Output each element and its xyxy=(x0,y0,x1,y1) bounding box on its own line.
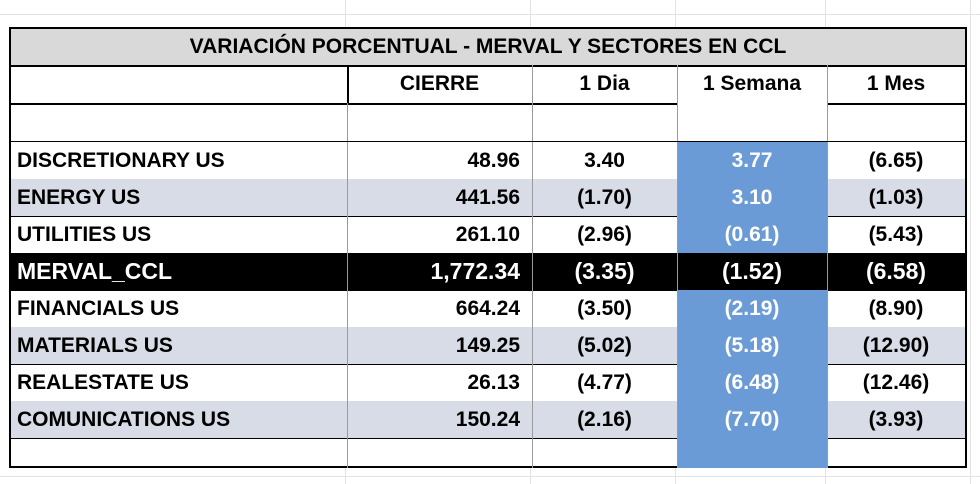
dia-value: (5.02) xyxy=(577,333,632,357)
dia-value: (2.96) xyxy=(577,222,632,246)
column-header-1-semana: 1 Semana xyxy=(702,72,802,95)
dia-value: 3.40 xyxy=(584,148,625,172)
mes-value: (6.65) xyxy=(868,148,924,172)
row-name: MATERIALS US xyxy=(17,333,173,357)
mes-value: (3.93) xyxy=(868,407,924,431)
header-empty-cell xyxy=(11,65,347,103)
mes-value: (12.90) xyxy=(862,333,930,357)
cierre-value: 48.96 xyxy=(467,148,520,172)
table-row: ENERGY US 441.56 (1.70) 3.10 (1.03) xyxy=(11,179,965,217)
row-name: REALESTATE US xyxy=(17,370,189,394)
table-row: MERVAL_CCL 1,772.34 (3.35) (1.52) (6.58) xyxy=(11,253,965,291)
table-row: MATERIALS US 149.25 (5.02) (5.18) (12.90) xyxy=(11,327,965,365)
semana-value: (5.18) xyxy=(677,327,827,364)
mes-value: (12.46) xyxy=(862,370,930,394)
cierre-value: 149.25 xyxy=(455,333,520,357)
semana-value: (0.61) xyxy=(677,216,827,253)
trailing-row xyxy=(11,431,965,468)
row-name: FINANCIALS US xyxy=(17,296,180,320)
spacer-row xyxy=(11,103,965,142)
semana-value: 3.77 xyxy=(677,142,827,179)
cierre-value: 441.56 xyxy=(455,185,520,209)
mes-value: (1.03) xyxy=(868,185,924,209)
cierre-value: 26.13 xyxy=(467,370,520,394)
table-row: DISCRETIONARY US 48.96 3.40 3.77 (6.65) xyxy=(11,142,965,180)
dia-value: (1.70) xyxy=(577,185,632,209)
semana-value: (6.48) xyxy=(677,364,827,401)
header-row: CIERRE 1 Dia 1 Semana 1 Mes xyxy=(11,65,965,105)
row-name: ENERGY US xyxy=(17,185,141,209)
semana-value: 3.10 xyxy=(677,179,827,216)
cierre-value: 261.10 xyxy=(455,222,520,246)
row-name: COMUNICATIONS US xyxy=(17,407,231,431)
row-name: DISCRETIONARY US xyxy=(17,148,225,172)
variation-table: VARIACIÓN PORCENTUAL - MERVAL Y SECTORES… xyxy=(9,27,967,468)
cierre-value: 150.24 xyxy=(455,407,520,431)
column-header-1-mes: 1 Mes xyxy=(866,72,926,95)
mes-value: (6.58) xyxy=(865,258,927,284)
semana-value: (1.52) xyxy=(677,253,827,290)
spacer-week-cell xyxy=(677,103,827,141)
cierre-value: 664.24 xyxy=(455,296,520,320)
table-row: UTILITIES US 261.10 (2.96) (0.61) (5.43) xyxy=(11,216,965,254)
column-header-cierre: CIERRE xyxy=(399,72,480,95)
mes-value: (5.43) xyxy=(868,222,924,246)
table-title: VARIACIÓN PORCENTUAL - MERVAL Y SECTORES… xyxy=(11,29,965,67)
dia-value: (4.77) xyxy=(577,370,632,394)
trailing-week-cell xyxy=(677,431,827,468)
dia-value: (3.35) xyxy=(574,258,635,284)
cierre-value: 1,772.34 xyxy=(430,258,520,284)
mes-value: (8.90) xyxy=(868,296,924,320)
row-name: MERVAL_CCL xyxy=(17,258,173,284)
column-header-1-dia: 1 Dia xyxy=(579,72,630,95)
table-row: REALESTATE US 26.13 (4.77) (6.48) (12.46) xyxy=(11,364,965,402)
dia-value: (2.16) xyxy=(577,407,632,431)
row-name: UTILITIES US xyxy=(17,222,152,246)
semana-value: (2.19) xyxy=(677,290,827,327)
dia-value: (3.50) xyxy=(577,296,632,320)
table-row: FINANCIALS US 664.24 (3.50) (2.19) (8.90) xyxy=(11,290,965,328)
